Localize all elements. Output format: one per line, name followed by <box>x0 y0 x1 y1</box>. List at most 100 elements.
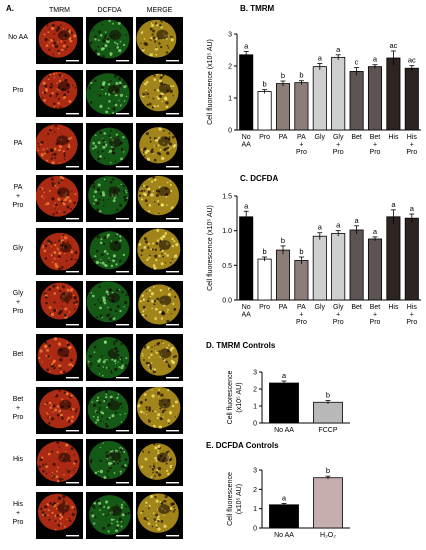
chart-svg: D. TMRM Controls 0 1 2 3 Cell fluorescence (x1… <box>206 341 350 434</box>
row-label: PA <box>13 139 23 147</box>
y-tick-label: 3 <box>253 370 257 377</box>
x-tick-label: H₂O₂ <box>320 532 336 539</box>
micrograph-dcfda <box>86 492 133 540</box>
significance-letter: a <box>336 45 341 54</box>
panel-a-label: A. <box>6 4 14 13</box>
significance-letter: a <box>318 53 323 62</box>
micrograph-tmrm <box>36 175 83 223</box>
micrograph-tmrm <box>36 122 83 170</box>
row-label: Gly <box>12 245 24 253</box>
bar <box>269 382 299 424</box>
x-tick-label: Gly <box>315 304 326 311</box>
chart-tmrm-controls: D. TMRM Controls 0 1 2 3 Cell fluorescence (x1… <box>196 336 426 440</box>
micrograph-tmrm <box>36 492 83 540</box>
bar <box>294 82 309 131</box>
micrograph-merge <box>136 17 183 64</box>
micrograph-merge <box>136 333 183 381</box>
bar <box>313 401 343 424</box>
x-tick-label: No AA <box>274 427 294 434</box>
bar <box>367 238 383 301</box>
row-label: Gly + Pro <box>12 290 24 315</box>
x-tick-label: Bet <box>351 134 362 141</box>
x-tick-label: Gly <box>315 134 326 141</box>
y-tick-label: 0 <box>228 128 232 135</box>
y-tick-label: 2 <box>253 387 257 394</box>
x-tick-label: His + Pro <box>406 304 417 326</box>
significance-letter: a <box>282 493 287 502</box>
x-tick-label: Bet + Pro <box>370 134 381 156</box>
micrograph-merge <box>136 439 183 487</box>
significance-letter: b <box>263 80 267 89</box>
micrograph-merge <box>136 281 183 328</box>
significance-letter: b <box>326 466 330 475</box>
y-tick-label: 1.0 <box>222 228 232 235</box>
x-tick-label: PA + Pro <box>296 304 307 326</box>
significance-letter: c <box>355 58 359 67</box>
y-tick-label: 0.5 <box>222 263 232 270</box>
significance-letter: a <box>244 42 249 51</box>
x-tick-label: FCCP <box>318 427 337 434</box>
significance-letter: b <box>281 236 285 245</box>
bar <box>294 260 309 301</box>
chart-svg: C. DCFDA 0.0 0.5 1.0 1.5 Cell fluorescence (x… <box>207 174 421 326</box>
x-tick-label: Pro <box>259 134 270 141</box>
y-tick-label: 1 <box>253 506 257 513</box>
significance-letter: a <box>391 200 396 209</box>
micrograph-tmrm <box>36 386 83 434</box>
bar <box>349 229 364 301</box>
micrograph-tmrm <box>36 69 83 117</box>
bar <box>275 83 291 131</box>
y-axis-label: Cell fluorescence <box>227 371 234 425</box>
panel-title: E. DCFDA Controls <box>206 441 279 450</box>
micrograph-dcfda <box>86 17 133 64</box>
significance-letter: ac <box>408 56 416 65</box>
chart-dcfda-controls: E. DCFDA Controls 0 1 2 3 Cell fluorescence (x… <box>196 440 426 550</box>
x-tick-label: His <box>388 134 399 141</box>
micrograph-merge <box>136 386 183 434</box>
significance-letter: a <box>373 55 378 64</box>
row-label: Pro <box>12 86 24 94</box>
significance-letter: b <box>281 71 285 80</box>
row-label: Bet <box>12 350 24 358</box>
significance-letter: a <box>282 371 287 380</box>
micrograph-merge <box>136 69 183 117</box>
x-tick-label: Pro <box>259 304 270 311</box>
significance-letter: a <box>318 223 323 232</box>
x-tick-label: PA + Pro <box>296 134 307 156</box>
bar <box>386 216 401 301</box>
micrograph-tmrm <box>36 228 83 276</box>
bar <box>404 67 419 131</box>
y-axis-label: (x10⁵ AU) <box>236 484 243 514</box>
micrograph-dcfda <box>86 122 133 170</box>
significance-letter: ac <box>389 41 397 50</box>
micrograph-dcfda <box>86 175 133 223</box>
chart-svg: B. TMRM 0 1 2 3 Cell fluorescence (x10⁵ AU) a N… <box>207 4 421 156</box>
y-tick-label: 2 <box>228 64 232 71</box>
x-tick-label: No AA <box>242 134 252 149</box>
bar <box>239 54 254 131</box>
significance-letter: a <box>244 201 249 210</box>
bar <box>312 66 327 131</box>
chart-svg: E. DCFDA Controls 0 1 2 3 Cell fluorescence (x… <box>206 441 350 539</box>
significance-letter: b <box>263 247 267 256</box>
significance-letter: a <box>410 204 415 213</box>
micrograph-merge <box>136 228 183 276</box>
y-axis-label: (x10⁵ AU) <box>236 382 243 412</box>
y-tick-label: 0 <box>253 421 257 428</box>
bar <box>312 235 327 301</box>
row-label: PA + Pro <box>12 184 24 210</box>
panel-title: C. DCFDA <box>240 174 278 183</box>
y-tick-label: 1.5 <box>222 194 232 201</box>
row-label: Bet + Pro <box>12 395 24 421</box>
row-label: No AA <box>8 34 28 41</box>
bar <box>313 477 343 529</box>
significance-letter: b <box>299 247 303 256</box>
micrograph-tmrm <box>36 281 83 328</box>
y-axis-label: Cell fluorescence <box>227 472 234 526</box>
column-header-merge: MERGE <box>146 7 173 14</box>
micrograph-merge <box>136 122 183 170</box>
x-tick-label: Bet <box>351 304 362 311</box>
micrograph-tmrm <box>36 439 83 487</box>
significance-letter: a <box>373 227 378 236</box>
micrograph-tmrm <box>36 17 83 64</box>
